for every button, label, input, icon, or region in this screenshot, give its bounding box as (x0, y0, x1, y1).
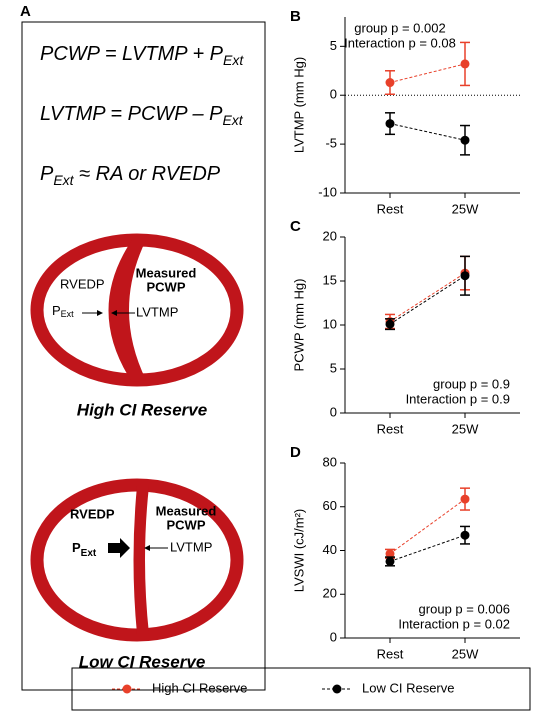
equation: PExt ≈ RA or RVEDP (40, 163, 221, 187)
panel-letter: D (290, 444, 301, 461)
point (385, 549, 395, 559)
point (385, 319, 395, 329)
septum (108, 240, 146, 382)
label: Measured (136, 265, 197, 280)
label: PCWP (167, 517, 206, 532)
panel-letter: A (20, 3, 31, 20)
equation-part: LVTMP = PCWP – P (40, 103, 223, 125)
y-tick-label: 0 (330, 404, 337, 419)
legend-label: High CI Reserve (152, 680, 247, 695)
arrow (108, 538, 130, 558)
series-line (389, 275, 466, 325)
y-tick-label: 0 (330, 87, 337, 102)
label: Measured (156, 503, 217, 518)
label: PExt (52, 303, 74, 319)
legend: High CI Reserve Low CI Reserve (112, 680, 454, 695)
x-tick-label: 25W (452, 201, 479, 216)
legend-marker (122, 684, 132, 694)
y-axis-label: PCWP (mm Hg) (291, 279, 306, 372)
equation-part: Ext (223, 52, 244, 68)
equation: LVTMP = PCWP – PExt (40, 103, 244, 127)
point (460, 271, 470, 281)
label: LVTMP (170, 539, 212, 554)
equation-part: Ext (222, 112, 243, 128)
series-line (389, 498, 466, 555)
equation: PCWP = LVTMP + PExt (40, 43, 244, 67)
y-tick-label: 20 (323, 586, 337, 601)
point (460, 494, 470, 504)
label: RVEDP (60, 276, 105, 291)
label: RVEDP (70, 506, 115, 521)
y-tick-label: -10 (318, 184, 337, 199)
y-axis-label: LVTMP (mm Hg) (291, 57, 306, 153)
legend-box (71, 667, 531, 711)
y-tick-label: 10 (323, 316, 337, 331)
annotation: Interaction p = 0.08 (344, 35, 456, 50)
y-axis-label: LVSWI (cJ/m²) (291, 509, 306, 593)
y-tick-label: -5 (325, 136, 337, 151)
arrowhead (97, 310, 103, 316)
point (385, 78, 395, 88)
annotation: group p = 0.006 (419, 601, 510, 616)
series-line (389, 123, 466, 141)
label: PExt (72, 540, 97, 558)
y-tick-label: 40 (323, 542, 337, 557)
equation-part: Ext (53, 172, 74, 188)
label: PCWP (147, 279, 186, 294)
x-tick-label: 25W (452, 646, 479, 661)
arrowhead (111, 310, 117, 316)
y-tick-label: 5 (330, 38, 337, 53)
x-tick-label: Rest (377, 421, 404, 436)
point (460, 59, 470, 69)
caption: High CI Reserve (77, 400, 207, 419)
x-tick-label: Rest (377, 646, 404, 661)
panel-letter: C (290, 218, 301, 235)
legend-label: Low CI Reserve (362, 680, 454, 695)
panel-box (21, 21, 266, 691)
annotation: Interaction p = 0.02 (398, 616, 510, 631)
legend-marker (332, 684, 342, 694)
y-tick-label: 0 (330, 629, 337, 644)
arrowhead (144, 545, 150, 551)
series-line (389, 534, 466, 562)
annotation: group p = 0.002 (354, 20, 445, 35)
y-tick-label: 5 (330, 360, 337, 375)
series-line (389, 63, 466, 83)
septum (133, 486, 149, 634)
x-tick-label: Rest (377, 201, 404, 216)
y-tick-label: 20 (323, 228, 337, 243)
y-tick-label: 60 (323, 498, 337, 513)
x-tick-label: 25W (452, 421, 479, 436)
equation-part: PCWP = LVTMP + P (40, 43, 224, 65)
annotation: group p = 0.9 (433, 376, 510, 391)
point (385, 556, 395, 566)
point (385, 119, 395, 129)
label: LVTMP (136, 304, 178, 319)
point (460, 135, 470, 145)
y-tick-label: 80 (323, 454, 337, 469)
equation-part: P (40, 163, 54, 185)
equation-part: ≈ RA or RVEDP (74, 163, 221, 185)
y-tick-label: 15 (323, 272, 337, 287)
annotation: Interaction p = 0.9 (406, 391, 510, 406)
series-line (389, 272, 466, 322)
caption: Low CI Reserve (79, 652, 206, 671)
point (460, 530, 470, 540)
panel-letter: B (290, 8, 301, 25)
